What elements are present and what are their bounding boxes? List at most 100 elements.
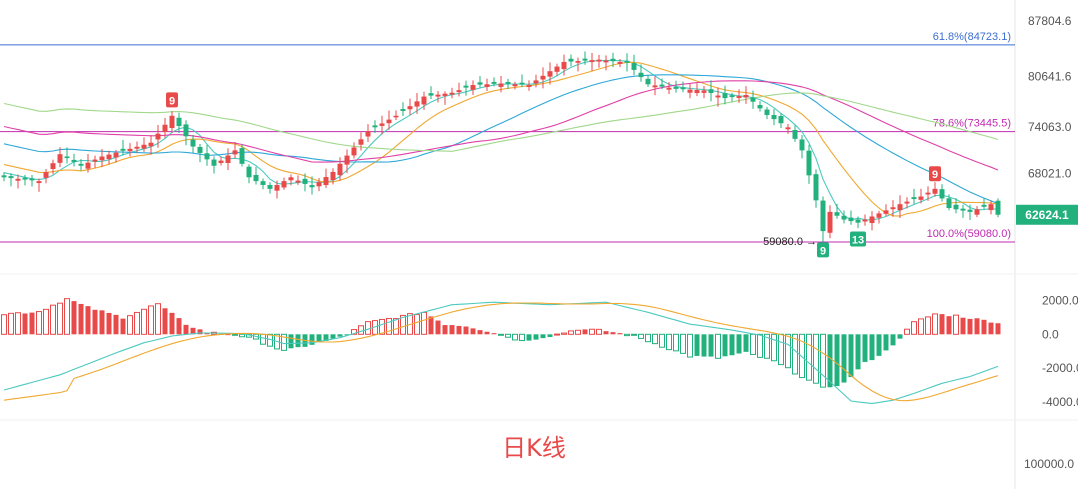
- macd-histogram-bar: [442, 325, 448, 335]
- macd-histogram-bar: [344, 334, 350, 336]
- volume-axis-tick: 100000.0: [1024, 457, 1074, 471]
- candle-body: [988, 204, 994, 211]
- macd-histogram-bar: [645, 333, 651, 343]
- macd-histogram-bar: [323, 334, 329, 341]
- macd-histogram-bar: [15, 312, 21, 335]
- candle-body: [484, 84, 490, 87]
- macd-histogram-bar: [162, 308, 168, 335]
- candle-body: [309, 185, 315, 188]
- macd-histogram-bar: [589, 328, 595, 335]
- macd-histogram-bar: [771, 333, 777, 362]
- macd-histogram-bar: [183, 324, 189, 335]
- candle-body: [925, 192, 931, 195]
- candle-body: [477, 82, 483, 85]
- macd-histogram-bar: [78, 303, 84, 335]
- candle-body: [645, 78, 651, 85]
- macd-histogram-bar: [827, 334, 833, 388]
- candle-body: [141, 144, 147, 149]
- candle-body: [820, 200, 826, 232]
- macd-histogram-bar: [939, 314, 945, 335]
- candle-body: [491, 81, 497, 84]
- candle-body: [841, 215, 847, 220]
- macd-histogram-bar: [687, 333, 693, 358]
- candle-body: [904, 201, 910, 204]
- ma-line-longest: [3, 92, 999, 152]
- macd-histogram-bar: [288, 334, 294, 349]
- candle-body: [323, 177, 329, 186]
- candle-body: [939, 189, 945, 199]
- candle-body: [204, 153, 210, 160]
- fib-level-label: 61.8%(84723.1): [933, 31, 1011, 43]
- macd-histogram-bar: [904, 328, 910, 335]
- macd-histogram-bar: [456, 325, 462, 335]
- candle-body: [239, 148, 245, 164]
- candle-body: [547, 71, 553, 77]
- macd-histogram-bar: [701, 334, 707, 357]
- macd-histogram-bar: [974, 318, 980, 335]
- candle-body: [533, 80, 539, 84]
- candle-body: [869, 216, 875, 224]
- candle-body: [50, 163, 56, 170]
- macd-histogram-bar: [498, 333, 504, 336]
- macd-dea-line: [3, 302, 999, 402]
- macd-histogram-bar: [785, 333, 791, 369]
- candle-body: [211, 159, 217, 166]
- candle-body: [575, 61, 581, 63]
- candle-body: [813, 174, 819, 201]
- candle-body: [183, 124, 189, 137]
- macd-histogram-bar: [337, 334, 343, 337]
- macd-histogram-bar: [708, 334, 714, 357]
- candle-body: [890, 207, 896, 210]
- macd-histogram-bar: [596, 328, 602, 335]
- candle-body: [176, 117, 182, 127]
- macd-axis-tick: -2000.0: [1042, 361, 1078, 375]
- candle-body: [568, 58, 574, 62]
- macd-histogram-bar: [386, 317, 392, 335]
- sequence-marker-badge: [850, 231, 866, 247]
- candle-body: [960, 208, 966, 211]
- candle-body: [260, 181, 266, 185]
- candle-body: [127, 148, 133, 152]
- macd-histogram-bar: [897, 334, 903, 339]
- macd-histogram-bar: [197, 329, 203, 335]
- macd-histogram-bar: [176, 318, 182, 335]
- candle-body: [43, 172, 49, 178]
- candle-body: [407, 106, 413, 110]
- macd-histogram-bar: [449, 325, 455, 335]
- candle-body: [148, 142, 154, 147]
- candle-body: [197, 146, 203, 153]
- macd-histogram-bar: [876, 334, 882, 356]
- macd-histogram-bar: [694, 334, 700, 356]
- macd-histogram-bar: [414, 314, 420, 335]
- candle-body: [232, 150, 238, 155]
- low-price-label: 59080.0 →: [763, 236, 817, 248]
- candle-body: [1, 175, 7, 178]
- macd-axis-tick: 0.0: [1042, 327, 1059, 341]
- candle-body: [708, 89, 714, 93]
- candle-body: [302, 178, 308, 184]
- macd-histogram-bar: [120, 318, 126, 335]
- candle-body: [85, 162, 91, 169]
- price-axis-tick: 80641.6: [1028, 69, 1072, 83]
- candle-body: [750, 97, 756, 102]
- candle-body: [29, 178, 35, 181]
- candle-body: [351, 147, 357, 156]
- macd-histogram-bar: [554, 333, 560, 336]
- macd-histogram-bar: [778, 333, 784, 366]
- candle-body: [456, 90, 462, 93]
- candle-body: [372, 125, 378, 128]
- candle-body: [78, 163, 84, 166]
- macd-histogram-bar: [470, 328, 476, 335]
- macd-histogram-bar: [232, 333, 238, 336]
- candle-body: [876, 213, 882, 218]
- macd-histogram-bar: [757, 333, 763, 358]
- candle-body: [190, 139, 196, 147]
- candle-body: [288, 177, 294, 181]
- macd-dif-line: [3, 301, 999, 405]
- candle-body: [162, 124, 168, 133]
- macd-histogram-bar: [309, 334, 315, 345]
- candle-body: [659, 84, 665, 87]
- macd-histogram-bar: [365, 321, 371, 335]
- macd-histogram-bar: [169, 312, 175, 335]
